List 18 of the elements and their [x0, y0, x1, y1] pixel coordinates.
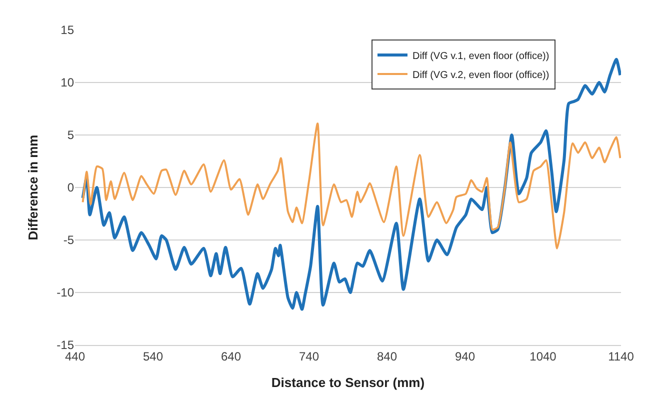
y-tick-label: 5 — [67, 128, 74, 142]
x-tick-label: 640 — [220, 349, 242, 364]
x-tick-label: 840 — [376, 349, 398, 364]
x-axis-title: Distance to Sensor (mm) — [271, 375, 425, 390]
x-tick-label: 740 — [298, 349, 320, 364]
x-tick-label: 1140 — [608, 349, 634, 364]
x-tick-label: 940 — [454, 349, 476, 364]
y-tick-label: 10 — [60, 76, 74, 90]
y-tick-label: 15 — [60, 23, 74, 38]
y-tick-label: 0 — [67, 180, 74, 195]
y-tick-label: -10 — [56, 286, 74, 300]
legend-label: Diff (VG v.2, even floor (office)) — [412, 70, 550, 81]
x-tick-label: 540 — [142, 349, 164, 364]
x-tick-label: 1040 — [530, 349, 557, 364]
line-series — [82, 122, 621, 250]
y-tick-label: -5 — [63, 233, 74, 248]
legend-label: Diff (VG v.1, even floor (office)) — [412, 50, 550, 62]
y-axis-title: Difference in mm — [26, 134, 41, 240]
